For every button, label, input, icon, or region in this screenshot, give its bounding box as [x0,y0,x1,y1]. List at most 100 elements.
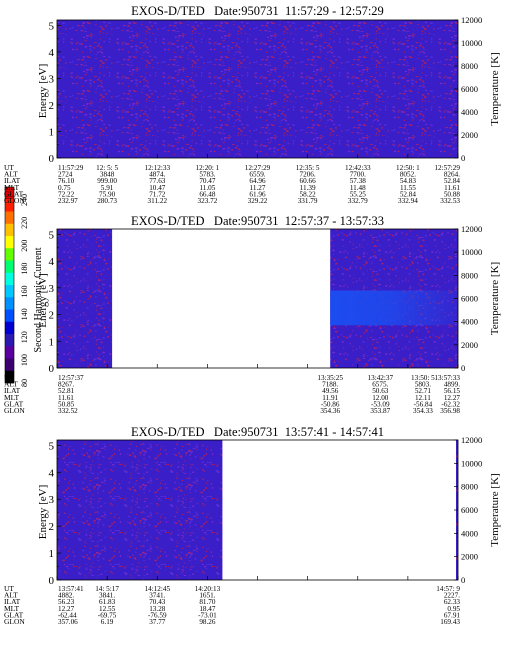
ephemeris-value: 7206. [300,171,316,179]
ephemeris-row-label: ILAT [4,386,21,395]
y-tick-label: 1 [49,127,55,139]
ephemeris-row-label: GLON [4,196,25,205]
ephemeris-value: 64.96 [249,177,266,185]
ephemeris-value: -69.75 [98,611,117,619]
ephemeris-row-label: MLT [4,604,20,613]
y2-tick-label: 12000 [461,15,482,25]
ephemeris-value: 11.55 [400,184,416,192]
colorbar-segment [5,187,14,200]
ephemeris-value: 12:50: 1 [396,164,420,172]
colorbar-segment [5,236,14,249]
ephemeris-value: 14:57: 9 [436,585,460,593]
y2-tick-label: 4000 [461,107,478,117]
ephemeris-value: 329.22 [248,197,268,205]
y-axis-label: Energy [eV] [37,64,49,118]
ephemeris-value: 11.48 [350,184,366,192]
y-tick-label: 3 [49,73,55,85]
ephemeris-value: 14: 5:17 [95,585,119,593]
colorbar-segment [5,223,14,237]
ephemeris-value: 56.15 [444,387,461,395]
ephemeris-value: 52.84 [444,177,461,185]
ephemeris-value: 169.43 [440,618,460,626]
ephemeris-row-label: ALT [4,170,18,179]
ephemeris-value: 3841. [99,592,115,600]
ephemeris-row-label: ALT [4,380,18,389]
ephemeris-value: 280.73 [97,197,117,205]
ephemeris-value: 12:27:29 [245,164,271,172]
ephemeris-value: 75.90 [99,190,116,198]
ephemeris-value: 13:42:37 [368,374,394,382]
ephemeris-value: 50.88 [444,190,461,198]
ephemeris-value: 0.95 [447,605,460,613]
y-axis-label: Energy [eV] [37,485,49,539]
ephemeris-value: 11:57:29 [58,164,84,172]
ephemeris-value: 4899. [444,381,460,389]
ephemeris-value: 0.75 [58,184,71,192]
y2-tick-label: 0 [461,153,465,163]
y2-tick-label: 2000 [461,340,478,350]
colorbar-segment [5,346,14,359]
y2-tick-label: 8000 [461,482,478,492]
ephemeris-value: 12.27 [58,605,75,613]
ephemeris-value: 1651. [199,592,215,600]
colorbar-segment [5,285,14,298]
ephemeris-value: 11.27 [250,184,266,192]
ephemeris-value: 11.05 [199,184,215,192]
ephemeris-value: 52.84 [400,190,417,198]
y2-tick-label: 0 [461,575,465,585]
ephemeris-value: 18.47 [199,605,216,613]
ephemeris-value: 11.61 [58,394,74,402]
ephemeris-value: 332.53 [440,197,460,205]
ephemeris-value: 61.96 [249,190,266,198]
ephemeris-value: 76.10 [58,177,75,185]
spectrogram-panel-2: EXOS-D/TED Date:950731 12:57:37 - 13:57:… [4,214,501,415]
ephemeris-value: 3848 [100,171,115,179]
y2-tick-label: 6000 [461,505,478,515]
y2-axis-label: Temperature [K] [489,473,501,546]
ephemeris-value: 999.00 [97,177,117,185]
ephemeris-value: -76.59 [148,611,167,619]
colorbar-tick-label: 200 [20,240,29,252]
colorbar-tick-label: 120 [20,331,29,343]
ephemeris-value: 60.66 [300,177,317,185]
ephemeris-value: 6.19 [101,618,114,626]
ephemeris-value: 353.87 [370,407,390,415]
colorbar-segment [5,309,14,323]
ephemeris-value: 4882. [58,592,74,600]
ephemeris-value: 50.85 [58,400,75,408]
ephemeris-value: 13.28 [149,605,166,613]
ephemeris-value: 14:20:13 [195,585,221,593]
y-tick-label: 0 [49,575,55,587]
ephemeris-value: 332.94 [398,197,418,205]
ephemeris-value: 77.63 [149,177,166,185]
colorbar-tick-label: 220 [20,217,29,229]
panel-title: EXOS-D/TED Date:950731 11:57:29 - 12:57:… [131,4,384,18]
ephemeris-value: 7188. [322,381,338,389]
y-tick-label: 4 [49,467,55,479]
ephemeris-value: 3741. [149,592,165,600]
colorbar-segment [5,260,14,274]
y2-tick-label: 8000 [461,270,478,280]
colorbar-segment [5,248,14,261]
ephemeris-row-label: MLT [4,393,20,402]
ephemeris-value: 4874. [149,171,165,179]
ephemeris-value: -62.44 [58,611,77,619]
y2-tick-label: 8000 [461,61,478,71]
spectrogram-panel-1: EXOS-D/TED Date:950731 11:57:29 - 12:57:… [4,4,501,205]
ephemeris-value: -56.84 [414,400,433,408]
enhanced-flux-band [330,290,458,326]
ephemeris-value: 8264. [444,171,460,179]
ephemeris-value: 10.47 [149,184,166,192]
ephemeris-value: 8052. [400,171,416,179]
ephemeris-value: 98.26 [199,618,216,626]
y2-tick-label: 12000 [461,435,482,445]
ephemeris-value: 12:42:33 [345,164,371,172]
ephemeris-value: 55.25 [350,190,367,198]
ephemeris-value: 6575. [372,381,388,389]
spectrogram-data-region [57,440,223,580]
ephemeris-value: 5.91 [101,184,114,192]
y2-axis-label: Temperature [K] [489,262,501,335]
ephemeris-value: 52.71 [415,387,432,395]
